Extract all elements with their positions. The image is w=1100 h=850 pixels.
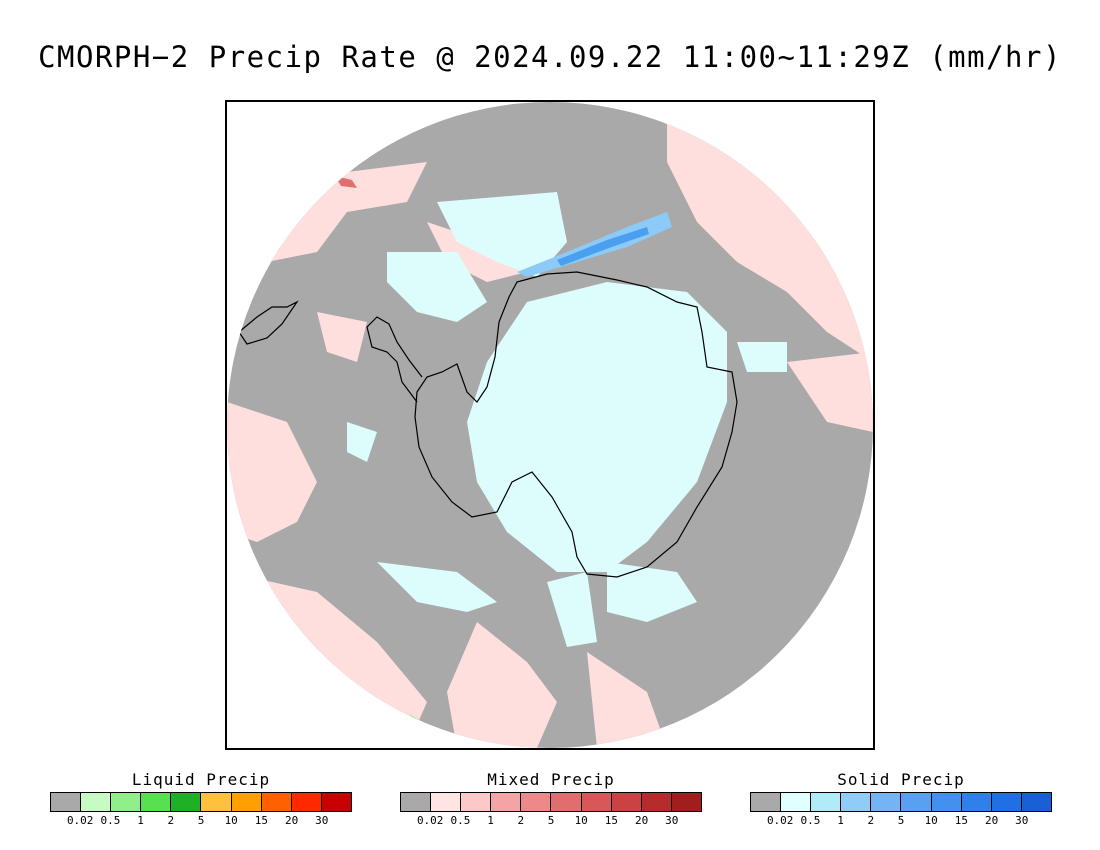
legend-swatch: [671, 793, 701, 811]
legend-swatch: [521, 793, 552, 811]
legend-tick-label: 2: [517, 814, 525, 827]
legend-swatch: [461, 793, 492, 811]
legend-tick-label: 15: [254, 814, 269, 827]
legend-tick-label: 1: [137, 814, 144, 827]
legend-tick-label: 10: [224, 814, 238, 827]
legend-swatch: [931, 793, 962, 811]
legend-tick-label: 20: [984, 814, 999, 827]
legend-swatch: [51, 793, 82, 811]
legend-tick-label: 0.5: [100, 814, 121, 827]
legend-swatch: [991, 793, 1022, 811]
antarctic-peninsula-coastline: [366, 316, 423, 403]
tick-labels: 0.02 0.5 1 2 5 10 15 20 30: [750, 812, 1052, 828]
legend-tick-label: 0.02: [766, 814, 794, 827]
legend-mixed: Mixed Precip 0.02 0.5 1 2 5 10 15 20 30: [400, 770, 702, 828]
legend-tick-label: 10: [924, 814, 938, 827]
precipitation-map: [227, 102, 873, 748]
legend-tick-label: 15: [954, 814, 969, 827]
legend-tick-label: 2: [867, 814, 875, 827]
legend-swatch: [901, 793, 932, 811]
legend-tick-label: 15: [604, 814, 619, 827]
legend-tick-label: 1: [487, 814, 494, 827]
tick-labels: 0.02 0.5 1 2 5 10 15 20 30: [50, 812, 352, 828]
legend-tick-label: 10: [574, 814, 588, 827]
color-bar: [750, 792, 1052, 812]
map-frame: [225, 100, 875, 750]
legend-liquid: Liquid Precip 0.02 0.5 1 2 5 10 15 20 30: [50, 770, 352, 828]
legend-tick-label: 30: [315, 814, 329, 827]
legend-swatch: [201, 793, 232, 811]
legend-swatch: [641, 793, 672, 811]
legend-swatch: [961, 793, 992, 811]
legend-title: Liquid Precip: [131, 770, 271, 789]
tick-labels: 0.02 0.5 1 2 5 10 15 20 30: [400, 812, 702, 828]
legend-tick-label: 30: [665, 814, 679, 827]
map-title: CMORPH−2 Precip Rate @ 2024.09.22 11:00~…: [38, 40, 1062, 74]
legend-swatch: [171, 793, 202, 811]
legend-title: Mixed Precip: [487, 770, 615, 789]
legend-swatch: [811, 793, 842, 811]
legend-swatch: [491, 793, 522, 811]
legend-tick-label: 30: [1015, 814, 1029, 827]
map-disc: [227, 102, 873, 748]
legend-tick-label: 20: [634, 814, 649, 827]
legend-tick-label: 5: [197, 814, 205, 827]
legend-swatch: [401, 793, 432, 811]
solid-precip-light-areas: [347, 192, 787, 647]
legend-swatch: [261, 793, 292, 811]
color-bar: [400, 792, 702, 812]
legend-swatch: [431, 793, 462, 811]
legend-tick-label: 5: [897, 814, 905, 827]
legend-swatch: [141, 793, 172, 811]
antarctica-coastline: [414, 271, 738, 578]
legend-swatch: [1021, 793, 1051, 811]
legend-solid: Solid Precip 0.02 0.5 1 2 5 10 15 20 30: [750, 770, 1052, 828]
legend-tick-label: 0.5: [450, 814, 471, 827]
legend-tick-label: 0.02: [66, 814, 94, 827]
legend-swatch: [871, 793, 902, 811]
solid-precip-moderate-areas: [517, 212, 672, 277]
legend-swatch: [291, 793, 322, 811]
legend-tick-label: 0.5: [800, 814, 821, 827]
legend-swatch: [841, 793, 872, 811]
legend-tick-label: 0.02: [416, 814, 444, 827]
south-america-coastline: [238, 300, 299, 345]
legend-title: Solid Precip: [837, 770, 965, 789]
legend-swatch: [81, 793, 112, 811]
legend-swatch: [581, 793, 612, 811]
color-bar: [50, 792, 352, 812]
legend-swatch: [611, 793, 642, 811]
legend-swatch: [231, 793, 262, 811]
legend-swatch: [111, 793, 142, 811]
legend-tick-label: 5: [547, 814, 555, 827]
legend-tick-label: 1: [837, 814, 844, 827]
legend-swatch: [781, 793, 812, 811]
solid-precip-strong-areas: [557, 227, 649, 266]
legend-swatch: [321, 793, 351, 811]
legend-swatch: [751, 793, 782, 811]
legend-tick-label: 20: [284, 814, 299, 827]
legend-swatch: [551, 793, 582, 811]
legend-tick-label: 2: [167, 814, 175, 827]
